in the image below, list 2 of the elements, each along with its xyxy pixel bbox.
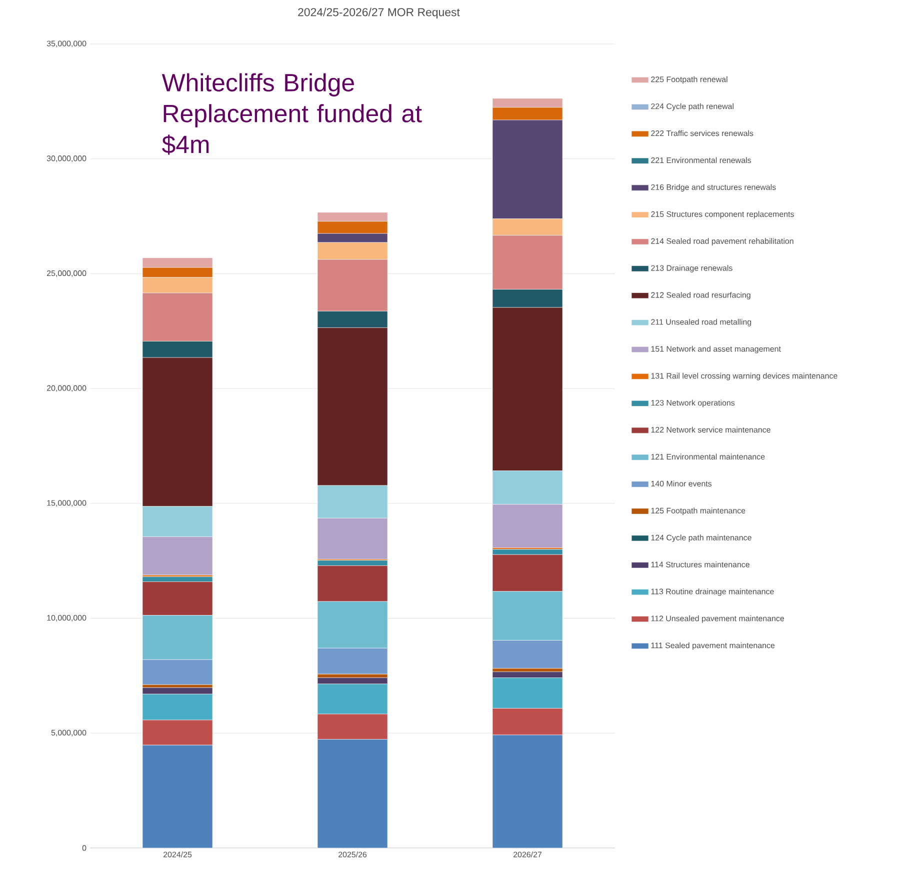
annotation: Whitecliffs Bridge Replacement funded at $4m — [162, 73, 422, 155]
chart-title: 2024/25-2026/27 MOR Request — [298, 8, 460, 18]
